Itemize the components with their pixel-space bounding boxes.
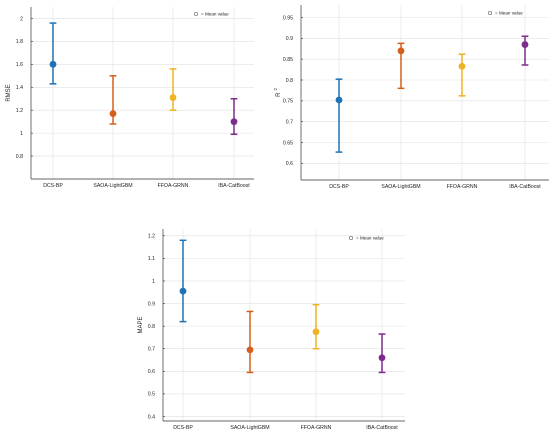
x-tick-label: FFOA-GRNN [158,183,189,189]
mean-marker [230,118,238,126]
mean-marker [179,287,187,295]
mean-marker [246,346,254,354]
y-tick-label: 1.6 [16,62,23,68]
y-tick-label: 0.6 [148,369,155,375]
y-tick-label: 0.65 [283,140,293,146]
x-tick-label: SAOA-LightGBM [230,425,269,431]
y-tick-label: 0.75 [283,99,293,105]
y-tick-label: 1.1 [148,256,155,262]
plot-area [301,5,549,180]
y-tick-label: 0.9 [286,36,293,42]
y-tick-label: 0.7 [286,119,293,125]
x-tick-label: DCS-BP [173,425,193,431]
y-tick-label: 0.8 [16,154,23,160]
y-axis-label: R2 [273,88,282,97]
y-tick-label: 1.2 [148,234,155,240]
y-tick-label: 1 [20,131,23,137]
mean-marker [458,62,466,70]
y-tick-label: 0.5 [148,392,155,398]
legend-label: = Mean value [495,11,523,16]
plot-area [163,229,405,421]
mean-marker [312,328,320,336]
mean-marker [397,47,405,55]
y-tick-label: 0.95 [283,15,293,21]
mean-marker [49,60,57,68]
y-tick-label: 0.8 [286,78,293,84]
x-tick-label: SAOA-LightGBM [93,183,132,189]
mean-marker [109,110,117,118]
legend-marker [487,10,493,16]
x-tick-label: IBA-CatBoost [509,184,541,190]
x-tick-label: IBA-CatBoost [366,425,398,431]
mean-marker [378,354,386,362]
y-tick-label: 0.9 [148,301,155,307]
plot-area [31,7,254,179]
y-axis-label: RMSE [6,84,12,101]
y-tick-label: 0.8 [148,324,155,330]
x-tick-label: DCS-BP [43,183,63,189]
y-tick-label: 1.2 [16,108,23,114]
mean-marker [335,96,343,104]
x-tick-label: SAOA-LightGBM [381,184,420,190]
y-tick-label: 0.7 [148,347,155,353]
legend-marker [348,235,354,241]
mean-marker [521,41,529,48]
x-tick-label: FFOA-GRNN [301,425,332,431]
legend-label: = Mean value [356,236,384,241]
legend-marker [193,11,199,17]
y-tick-label: 2 [20,16,23,22]
chart-panel-3: 0.4 0.5 0.6 0.7 0.8 0.9 1 1.1 1.2 DCS-BP SAOA-Ligh… [138,229,405,431]
x-tick-label: FFOA-GRNN [447,184,478,190]
y-tick-label: 0.6 [286,161,293,167]
chart-panel-2: 0.6 0.65 0.7 0.75 0.8 0.85 0.9 0.95 DCS-BP SAOA-L… [273,5,549,190]
y-tick-label: 1.8 [16,39,23,45]
legend-label: = Mean value [201,12,229,17]
y-tick-label: 1 [152,279,155,285]
y-tick-label: 1.4 [16,85,23,91]
chart-panel-1: 0.8 1 1.2 1.4 1.6 1.8 2 DCS-BP SAOA-LightGBM FFOA… [6,7,254,189]
x-tick-label: IBA-CatBoost [218,183,250,189]
y-tick-label: 0.4 [148,414,155,420]
y-tick-label: 0.85 [283,57,293,63]
x-tick-label: DCS-BP [329,184,349,190]
y-axis-label: MAPE [138,316,144,333]
mean-marker [169,94,177,101]
